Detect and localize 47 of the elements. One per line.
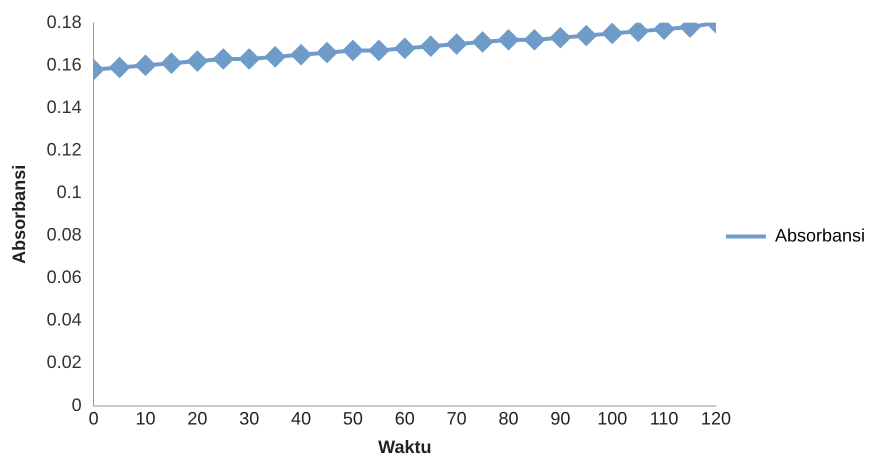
- x-tick-label: 120: [700, 408, 731, 429]
- legend-label: Absorbansi: [774, 225, 866, 246]
- point: [576, 26, 596, 46]
- x-tick-label: 20: [187, 408, 208, 429]
- point: [110, 57, 130, 78]
- y-axis-title: Absorbansi: [8, 164, 29, 264]
- point: [602, 23, 622, 44]
- x-tick-label: 80: [498, 408, 519, 429]
- x-tick-label: 10: [135, 408, 156, 429]
- y-tick-label: 0.18: [46, 12, 82, 32]
- x-tick-label: 70: [446, 408, 467, 429]
- y-tick-label: 0.08: [46, 224, 82, 245]
- x-tick-label: 50: [342, 408, 363, 429]
- point: [420, 36, 441, 56]
- x-tick-label: 30: [239, 408, 260, 429]
- y-tick-label: 0.14: [46, 96, 82, 117]
- y-tick-label: 0.06: [46, 267, 82, 288]
- x-tick-label: 40: [291, 408, 312, 429]
- x-tick-label: 90: [550, 408, 570, 429]
- y-tick-label: 0.02: [46, 352, 82, 372]
- y-tick-label: 0.1: [56, 182, 82, 202]
- point: [368, 40, 389, 60]
- point: [342, 40, 363, 60]
- x-tick-label: 0: [88, 408, 99, 429]
- point: [524, 30, 544, 50]
- y-tick-label: 0.04: [46, 310, 82, 330]
- point: [187, 51, 208, 72]
- point: [550, 28, 570, 48]
- x-tick-label: 110: [650, 408, 678, 429]
- y-tick-label: 0: [72, 394, 82, 415]
- point: [472, 32, 493, 52]
- point: [135, 55, 156, 76]
- point: [394, 38, 415, 58]
- point: [161, 53, 182, 74]
- point: [213, 48, 234, 69]
- x-tick-label: 60: [394, 408, 415, 429]
- point: [446, 34, 467, 54]
- point: [239, 48, 260, 69]
- y-tick-label: 0.16: [46, 54, 82, 74]
- y-tick-label: 0.12: [46, 139, 82, 160]
- x-tick-label: 100: [597, 408, 628, 429]
- point: [265, 46, 286, 67]
- point: [498, 30, 519, 50]
- point: [317, 42, 337, 63]
- point: [628, 22, 648, 42]
- point: [291, 44, 312, 65]
- x-axis-title: Waktu: [378, 437, 432, 458]
